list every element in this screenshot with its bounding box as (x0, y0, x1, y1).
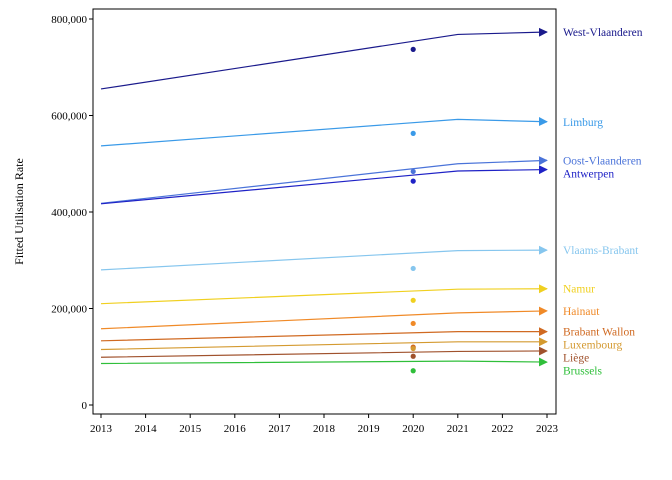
observed-point (410, 130, 416, 136)
y-tick-label: 600,000 (51, 111, 87, 123)
observed-point (410, 297, 416, 303)
series-line (100, 117, 548, 147)
series-line (100, 357, 548, 367)
series-line (100, 245, 548, 271)
series-line (100, 327, 548, 342)
y-axis: 0 200,000 400,000 600,000 800,000 (51, 14, 93, 412)
series-label: Brussels (563, 366, 603, 378)
x-tick-label: 2017 (268, 423, 291, 435)
series-label: Hainaut (563, 306, 600, 318)
observed-point (410, 368, 416, 374)
y-axis-title: Fitted Utilisation Rate (12, 158, 26, 265)
y-tick-label: 0 (82, 400, 88, 412)
x-tick-label: 2022 (491, 423, 513, 435)
y-tick-label: 800,000 (51, 14, 87, 26)
series-label: Namur (563, 284, 595, 296)
series-label: Limburg (563, 117, 603, 129)
x-tick-label: 2020 (402, 423, 425, 435)
series-label: Oost-Vlaanderen (563, 155, 642, 167)
series-label: Vlaams-Brabant (563, 245, 639, 257)
x-tick-label: 2023 (536, 423, 559, 435)
observed-point (410, 168, 416, 175)
series-label: Liège (563, 353, 589, 365)
observed-point (410, 46, 416, 52)
series-line (100, 165, 548, 205)
series-line (100, 284, 548, 305)
x-tick-label: 2021 (447, 423, 469, 435)
series-label: Brabant Wallon (563, 327, 635, 339)
x-tick-label: 2014 (135, 423, 158, 435)
observed-point (410, 345, 416, 352)
observed-point (410, 320, 416, 327)
x-axis: 2013 2014 2015 2016 2017 2018 2019 2020 2021 2022… (90, 414, 559, 435)
series-layer (100, 27, 548, 367)
series-line (100, 27, 548, 90)
y-tick-label: 200,000 (51, 304, 87, 316)
observed-points (410, 46, 416, 374)
series-label: Luxembourg (563, 340, 622, 352)
x-tick-label: 2016 (224, 423, 247, 435)
series-labels: West-Vlaanderen Limburg Oost-VlaanderenAnt… (563, 27, 643, 378)
series-label: West-Vlaanderen (563, 27, 643, 39)
observed-point (410, 178, 416, 184)
series-line (100, 306, 548, 330)
x-tick-label: 2018 (313, 423, 336, 435)
observed-point (410, 265, 416, 272)
series-line (100, 346, 548, 358)
series-line (100, 337, 548, 351)
observed-point (410, 353, 416, 359)
series-label: Antwerpen (563, 168, 614, 180)
series-line (100, 156, 548, 204)
x-tick-label: 2015 (179, 423, 202, 435)
x-tick-label: 2013 (90, 423, 113, 435)
x-tick-label: 2019 (358, 423, 381, 435)
y-tick-label: 400,000 (51, 207, 87, 219)
